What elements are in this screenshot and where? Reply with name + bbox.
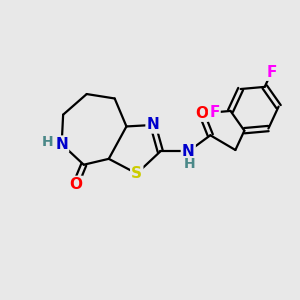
Text: N: N	[55, 136, 68, 152]
Text: H: H	[42, 135, 53, 149]
Text: F: F	[266, 65, 277, 80]
Text: N: N	[147, 118, 159, 133]
Text: O: O	[195, 106, 208, 121]
Text: S: S	[131, 166, 142, 181]
Text: F: F	[209, 105, 220, 120]
Text: N: N	[182, 144, 195, 159]
Text: H: H	[184, 157, 196, 171]
Text: O: O	[69, 177, 82, 192]
